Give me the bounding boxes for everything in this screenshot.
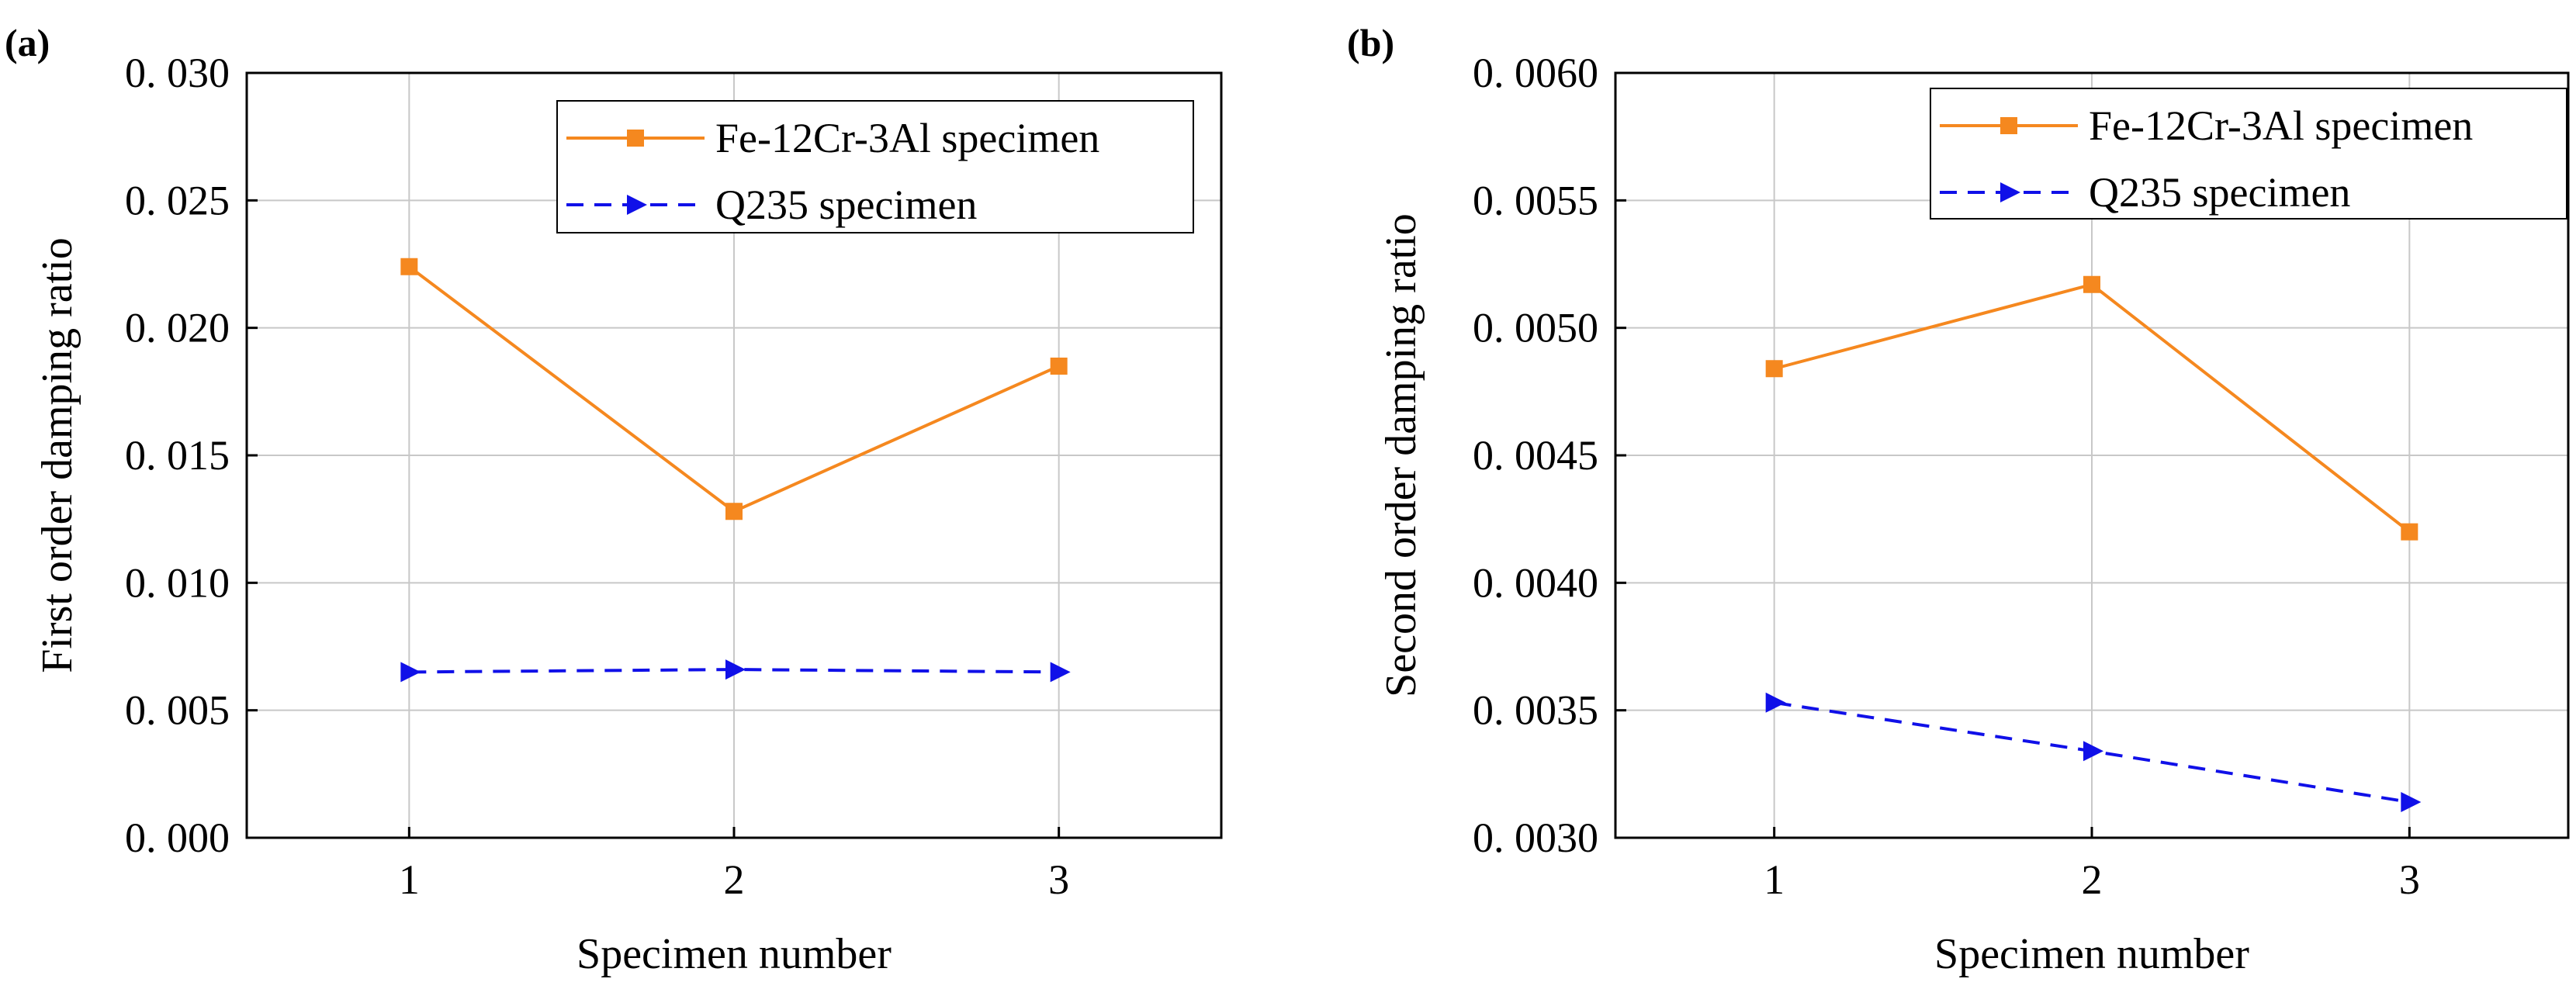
- legend-label: Q235 specimen: [715, 182, 977, 228]
- legend-entry: Fe-12Cr-3Al specimen: [1940, 102, 2473, 149]
- data-point: [1050, 662, 1071, 683]
- y-axis-ticks: 0. 0030 0. 0035 0. 0040 0. 0045 0. 0050 0. 00…: [1473, 50, 1626, 861]
- y-tick-label: 0. 025: [125, 177, 230, 223]
- legend-entry: Q235 specimen: [1940, 169, 2350, 216]
- data-point: [400, 662, 421, 683]
- y-tick-label: 0. 000: [125, 814, 230, 861]
- x-axis-title: Specimen number: [576, 930, 892, 978]
- data-point: [2083, 275, 2100, 293]
- series-line-q235: [409, 668, 1059, 674]
- x-tick-label: 3: [1048, 856, 1069, 903]
- legend-label: Fe-12Cr-3Al specimen: [2089, 102, 2473, 149]
- legend: Fe-12Cr-3Al specimen Q235 specimen: [556, 100, 1194, 233]
- y-tick-label: 0. 015: [125, 432, 230, 479]
- x-tick-label: 2: [724, 856, 745, 903]
- legend-marker: [627, 130, 644, 147]
- y-tick-label: 0. 0035: [1473, 687, 1598, 734]
- data-point: [2401, 791, 2422, 812]
- legend-box: [1930, 88, 2567, 220]
- y-tick-label: 0. 010: [125, 559, 230, 606]
- legend-box: [556, 100, 1194, 233]
- y-tick-label: 0. 0060: [1473, 50, 1598, 96]
- y-tick-label: 0. 0045: [1473, 432, 1598, 479]
- data-point: [1050, 357, 1068, 375]
- y-axis-title: First order damping ratio: [33, 237, 81, 673]
- y-tick-label: 0. 0050: [1473, 305, 1598, 351]
- data-point: [1765, 692, 1786, 713]
- series-layer: [1765, 275, 2422, 812]
- legend-marker: [2000, 117, 2017, 134]
- panel-label: (b): [1347, 21, 1394, 64]
- x-axis-title: Specimen number: [1934, 930, 2249, 978]
- legend-entry: Fe-12Cr-3Al specimen: [566, 115, 1099, 161]
- y-tick-label: 0. 030: [125, 50, 230, 96]
- legend-label: Fe-12Cr-3Al specimen: [715, 115, 1099, 161]
- x-axis-ticks: 1 2 3: [1764, 827, 2420, 903]
- x-tick-label: 3: [2399, 856, 2420, 903]
- data-point: [1765, 360, 1783, 378]
- y-tick-label: 0. 0040: [1473, 559, 1598, 606]
- x-tick-label: 2: [2082, 856, 2103, 903]
- x-axis-ticks: 1 2 3: [399, 827, 1069, 903]
- legend-marker: [2000, 182, 2020, 202]
- x-tick-label: 1: [1764, 856, 1785, 903]
- legend: Fe-12Cr-3Al specimen Q235 specimen: [1930, 88, 2567, 220]
- data-point: [725, 503, 743, 520]
- x-tick-label: 1: [399, 856, 420, 903]
- legend-label: Q235 specimen: [2089, 169, 2350, 216]
- y-tick-label: 0. 0030: [1473, 814, 1598, 861]
- y-tick-label: 0. 020: [125, 305, 230, 351]
- data-point: [2401, 523, 2418, 541]
- series-layer: [400, 258, 1071, 683]
- panel-label: (a): [5, 21, 50, 64]
- chart-panel-a: (a) 0. 000 0. 005 0. 010 0. 015 0. 020 0. 025…: [5, 21, 1223, 978]
- y-axis-title: Second order damping ratio: [1377, 213, 1425, 697]
- legend-marker: [627, 195, 647, 215]
- y-tick-label: 0. 0055: [1473, 177, 1598, 223]
- data-point: [400, 258, 418, 275]
- legend-entry: Q235 specimen: [566, 182, 977, 228]
- data-point: [2083, 741, 2103, 762]
- y-axis-ticks: 0. 000 0. 005 0. 010 0. 015 0. 020 0. 025 0. 0…: [125, 50, 258, 861]
- y-tick-label: 0. 005: [125, 687, 230, 734]
- data-point: [725, 659, 746, 680]
